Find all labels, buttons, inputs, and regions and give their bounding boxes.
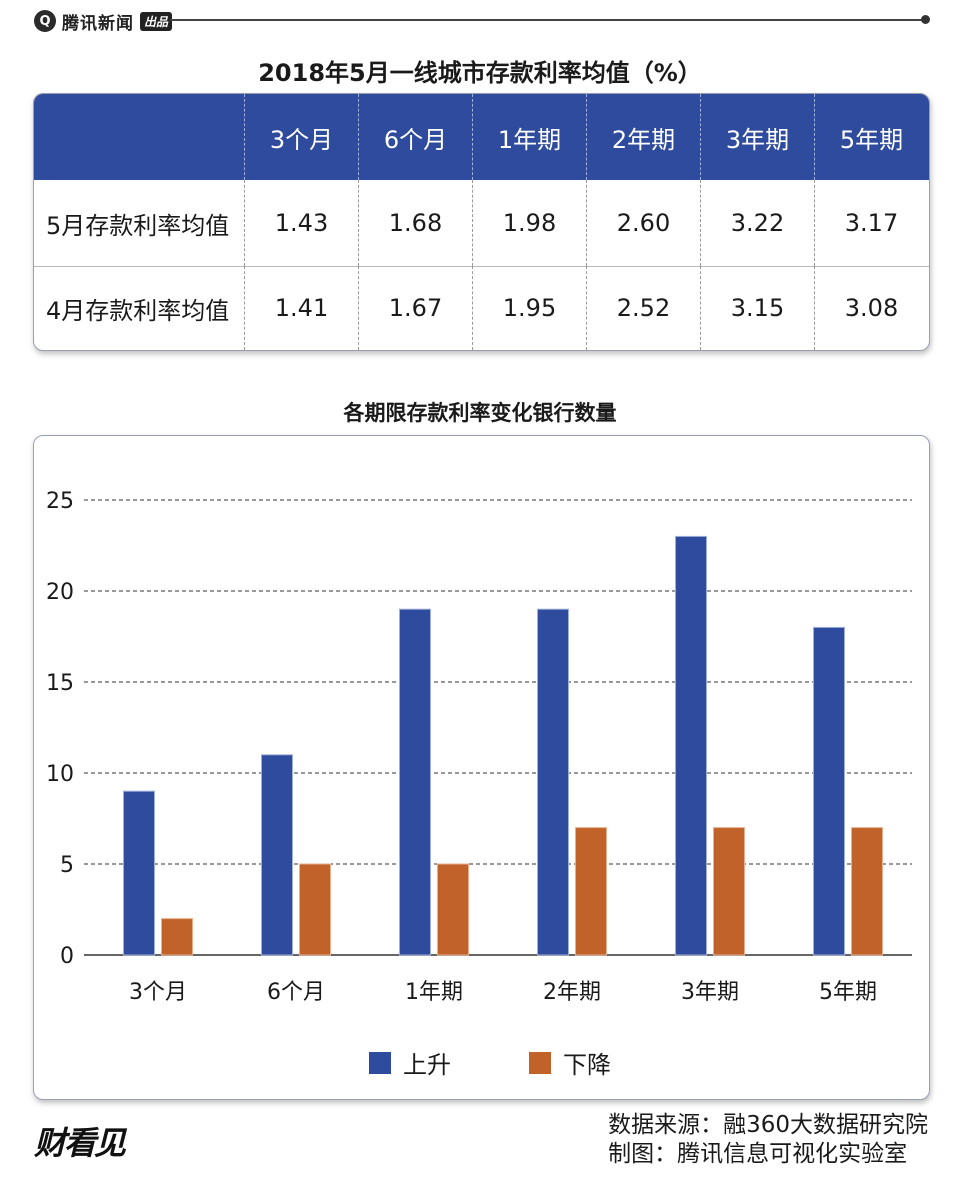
- row-label: 5月存款利率均值: [46, 211, 230, 240]
- data-source-text: 数据来源：融360大数据研究院: [608, 1112, 928, 1138]
- bar-fall: [713, 827, 745, 956]
- bar-rise: [675, 535, 707, 956]
- bar-rise: [399, 608, 431, 956]
- table-cell: 3.08: [814, 266, 928, 350]
- legend-label: 下降: [563, 1051, 611, 1079]
- table-header-cell: 2年期: [586, 94, 700, 180]
- chart-title: 各期限存款利率变化银行数量: [343, 401, 617, 425]
- table-cell: 3.15: [700, 266, 814, 350]
- chart-legend: 上升 下降: [369, 1045, 611, 1080]
- y-tick-label: 25: [46, 489, 74, 514]
- table-header-cell: 3个月: [244, 94, 358, 180]
- legend-swatch-fall: [529, 1051, 551, 1074]
- table-header-row: 3个月 6个月 1年期 2年期 3年期 5年期: [34, 94, 929, 180]
- source-credit: 数据来源：融360大数据研究院 制图：腾讯信息可视化实验室: [608, 1111, 928, 1169]
- legend-swatch-rise: [369, 1051, 391, 1074]
- table-cell: 1.98: [472, 180, 586, 266]
- table-cell: 3.17: [814, 180, 928, 266]
- header-divider: [170, 19, 926, 21]
- brand-text: 腾讯新闻: [62, 13, 134, 34]
- tencent-news-logo-icon: Q: [34, 10, 56, 32]
- y-tick-label: 20: [46, 580, 74, 605]
- table-row-april: 4月存款利率均值 1.41 1.67 1.95 2.52 3.15 3.08: [34, 266, 929, 350]
- table-header-corner: [34, 94, 244, 180]
- x-tick-label: 6个月: [267, 980, 325, 1005]
- bar-rise: [261, 754, 293, 956]
- bar-fall: [575, 827, 607, 956]
- table-cell: 3.22: [700, 180, 814, 266]
- bar-fall: [437, 863, 469, 956]
- legend-label: 上升: [403, 1051, 451, 1079]
- y-tick-label: 5: [60, 853, 74, 878]
- header-divider-dot: [921, 15, 930, 24]
- rate-table: 3个月 6个月 1年期 2年期 3年期 5年期 5月存款利率均值 1.43 1.…: [33, 93, 930, 351]
- table-cell: 1.41: [244, 266, 358, 350]
- legend-item-fall: 下降: [529, 1045, 611, 1080]
- x-tick-label: 3个月: [129, 980, 187, 1005]
- table-header-cell: 6个月: [358, 94, 472, 180]
- y-tick-label: 15: [46, 671, 74, 696]
- bar-chart-card: 0 5 10 15 20 25 3个月 6个月 1年期 2年期 3年期 5年期 上升 下降: [33, 435, 930, 1100]
- legend-item-rise: 上升: [369, 1045, 451, 1080]
- y-tick-label: 0: [60, 944, 74, 969]
- brand-badge: 出品: [140, 11, 173, 31]
- bar-fall: [161, 918, 193, 956]
- x-tick-label: 1年期: [405, 980, 463, 1005]
- table-header-cell: 3年期: [700, 94, 814, 180]
- table-title: 2018年5月一线城市存款利率均值（%）: [258, 59, 702, 87]
- y-tick-label: 10: [46, 762, 74, 787]
- table-cell: 1.43: [244, 180, 358, 266]
- bar-rise: [813, 626, 845, 956]
- brand-header: Q 腾讯新闻 出品: [34, 6, 173, 36]
- x-tick-label: 2年期: [543, 980, 601, 1005]
- table-cell: 1.95: [472, 266, 586, 350]
- bar-rise: [537, 608, 569, 956]
- table-cell: 2.60: [586, 180, 700, 266]
- row-label: 4月存款利率均值: [46, 296, 230, 325]
- table-cell: 2.52: [586, 266, 700, 350]
- x-tick-label: 3年期: [681, 980, 739, 1005]
- caikanjian-logo: 财看见: [34, 1118, 126, 1164]
- bar-fall: [299, 863, 331, 956]
- bar-rise: [123, 790, 155, 956]
- bar-chart: 0 5 10 15 20 25 3个月 6个月 1年期 2年期 3年期 5年期: [46, 489, 912, 1005]
- table-cell: 1.68: [358, 180, 472, 266]
- table-header-cell: 5年期: [814, 94, 928, 180]
- chart-credit-text: 制图：腾讯信息可视化实验室: [608, 1141, 908, 1167]
- footer-logo-text: 财看见: [34, 1124, 126, 1162]
- bar-fall: [851, 827, 883, 956]
- table-row-may: 5月存款利率均值 1.43 1.68 1.98 2.60 3.22 3.17: [34, 180, 929, 267]
- table-header-cell: 1年期: [472, 94, 586, 180]
- table-cell: 1.67: [358, 266, 472, 350]
- x-tick-label: 5年期: [819, 980, 877, 1005]
